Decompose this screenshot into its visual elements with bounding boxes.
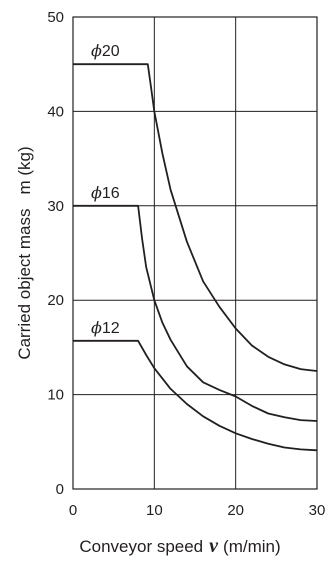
phi-symbol: ϕ xyxy=(91,318,102,337)
y-tick-label: 20 xyxy=(47,292,64,309)
series-size: 16 xyxy=(102,185,120,202)
plot-frame xyxy=(72,16,318,490)
series-label-20: ϕ20 xyxy=(91,41,120,60)
x-axis-label: Conveyor speed v (m/min) xyxy=(79,535,280,557)
tick-labels: 0 10 20 30 0 10 20 30 40 50 xyxy=(47,9,325,519)
series-label-12: ϕ12 xyxy=(91,318,120,337)
x-tick-label: 10 xyxy=(146,502,163,519)
x-axis-label-unit: (m/min) xyxy=(223,537,281,556)
y-axis-label-unit: m (kg) xyxy=(15,146,34,194)
series-size: 12 xyxy=(102,320,120,337)
series-line-20 xyxy=(73,63,318,372)
grid-lines xyxy=(73,17,317,489)
x-tick-label: 0 xyxy=(69,502,77,519)
y-axis-label-text: Carried object mass xyxy=(15,209,34,360)
x-axis-label-text: Conveyor speed xyxy=(79,537,203,556)
x-tick-label: 30 xyxy=(309,502,326,519)
x-axis-label-symbol: v xyxy=(209,535,219,557)
y-tick-label: 0 xyxy=(56,481,64,498)
phi-symbol: ϕ xyxy=(91,183,102,202)
phi-symbol: ϕ xyxy=(91,41,102,60)
y-tick-label: 50 xyxy=(47,9,64,26)
y-tick-label: 30 xyxy=(47,198,64,215)
y-tick-label: 40 xyxy=(47,103,64,120)
y-tick-label: 10 xyxy=(47,387,64,404)
x-tick-label: 20 xyxy=(227,502,244,519)
series-line-12 xyxy=(73,339,318,452)
series-size: 20 xyxy=(102,43,120,60)
series-line-16 xyxy=(73,204,318,422)
series-label-16: ϕ16 xyxy=(91,183,120,202)
y-axis-label: Carried object mass m (kg) xyxy=(15,146,34,359)
series-lines xyxy=(73,63,318,452)
